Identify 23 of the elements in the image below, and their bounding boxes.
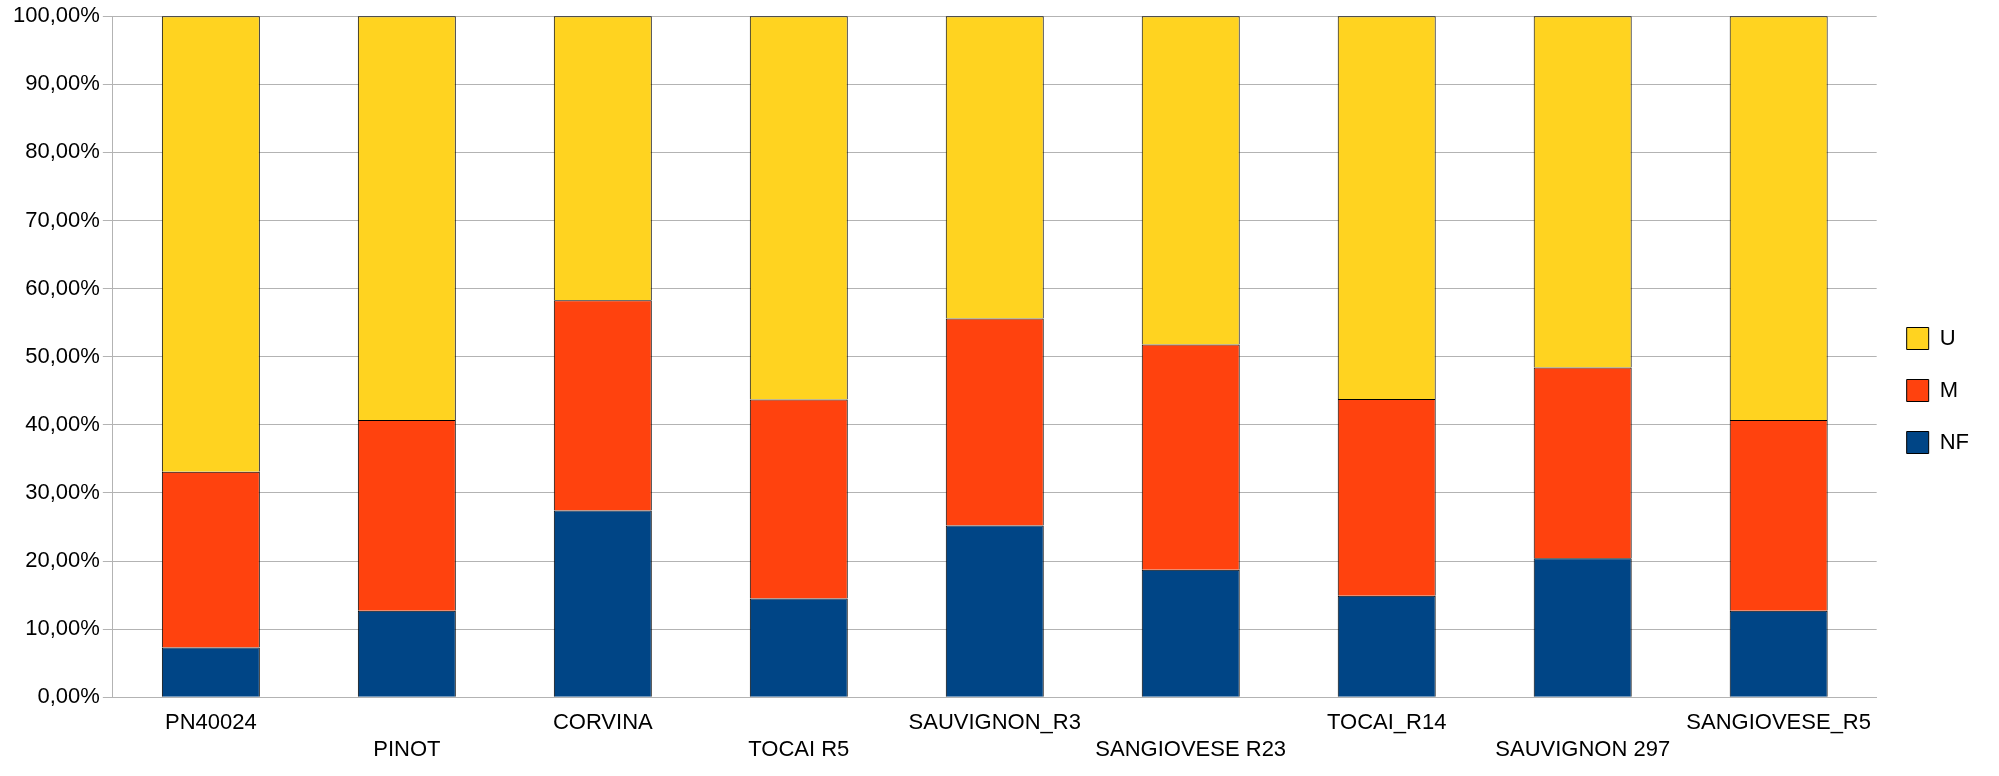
x-tick-label: PINOT [373,735,441,761]
y-tick-label: 90,00% [25,70,100,96]
y-tick-label: 20,00% [25,547,100,573]
x-tick-label: PN40024 [164,709,257,735]
legend-label: NF [1939,428,1969,454]
y-tick-label: 60,00% [25,274,100,300]
y-tick-label: 30,00% [25,478,100,504]
legend-label: U [1939,324,1956,350]
y-tick-label: 10,00% [25,615,100,641]
x-tick-label: TOCAI_R14 [1327,709,1447,735]
x-tick-label: SAUVIGNON 297 [1495,735,1671,761]
y-tick-label: 0,00% [37,683,100,709]
x-tick-label: SAUVIGNON_R3 [908,709,1081,735]
y-tick-label: 80,00% [25,138,100,164]
x-tick-label: SANGIOVESE_R5 [1686,709,1871,735]
y-tick-label: 50,00% [25,342,100,368]
x-tick-label: CORVINA [552,709,654,735]
y-tick-label: 70,00% [25,206,100,232]
x-tick-label: TOCAI R5 [748,735,850,761]
legend-label: M [1939,376,1958,402]
x-tick-label: SANGIOVESE R23 [1095,735,1287,761]
y-tick-label: 40,00% [25,410,100,436]
y-tick-label: 100,00% [12,2,100,28]
